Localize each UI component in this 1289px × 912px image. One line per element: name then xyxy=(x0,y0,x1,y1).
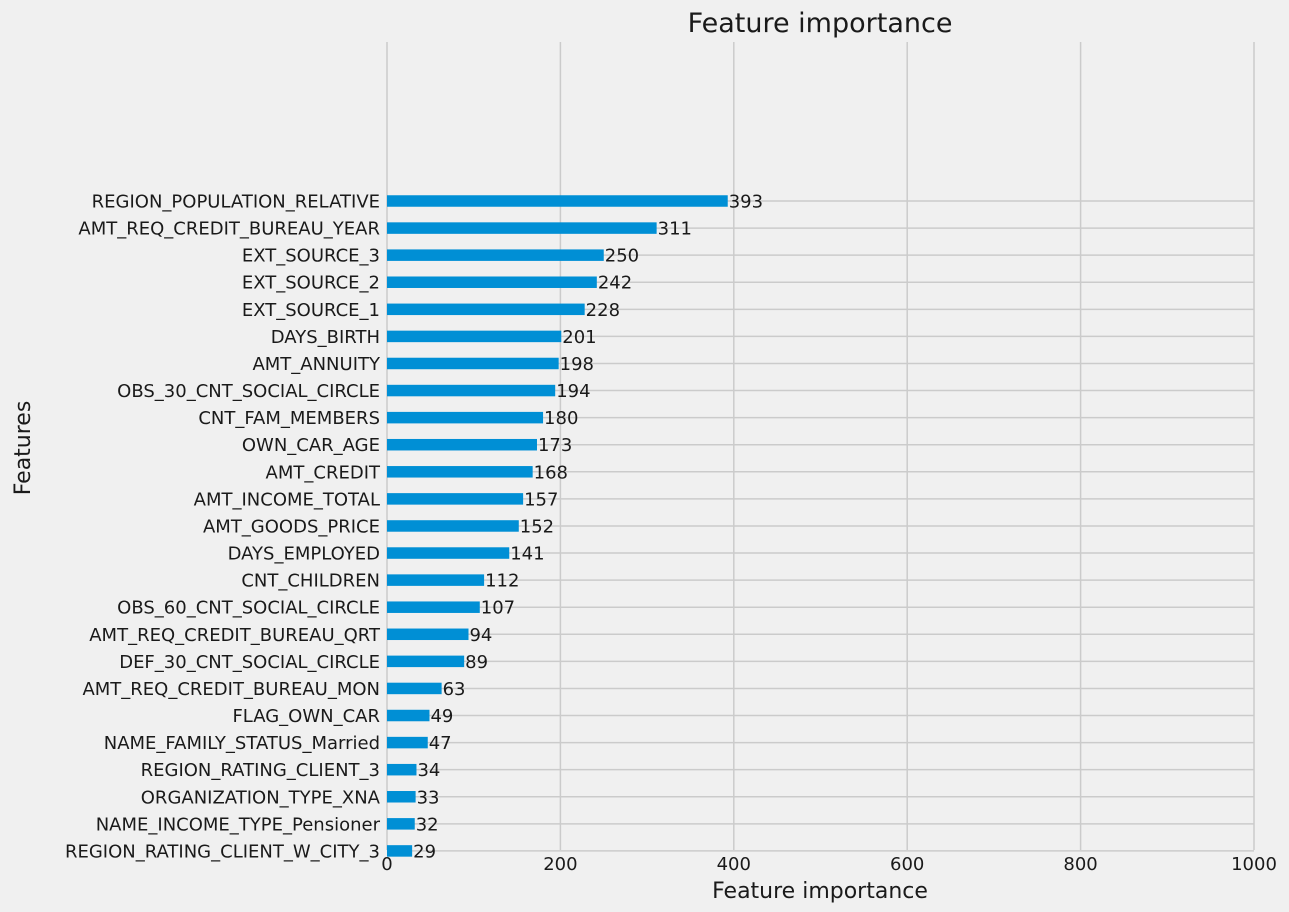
x-tick-label: 600 xyxy=(890,854,924,875)
data-label: 198 xyxy=(560,354,594,375)
data-label: 311 xyxy=(658,219,692,240)
y-tick-label: EXT_SOURCE_2 xyxy=(242,273,380,294)
y-tick-label: DAYS_BIRTH xyxy=(271,327,380,348)
y-tick-label: DEF_30_CNT_SOCIAL_CIRCLE xyxy=(119,652,380,673)
y-tick-label: REGION_POPULATION_RELATIVE xyxy=(92,192,380,213)
bar xyxy=(387,736,428,749)
y-tick-label: NAME_FAMILY_STATUS_Married xyxy=(104,733,380,754)
chart-title: Feature importance xyxy=(688,8,953,39)
bar xyxy=(387,655,465,668)
bar xyxy=(387,303,585,316)
data-label: 47 xyxy=(429,733,452,754)
data-label: 112 xyxy=(485,571,519,592)
data-label: 228 xyxy=(586,300,620,321)
y-tick-label: OBS_60_CNT_SOCIAL_CIRCLE xyxy=(117,598,380,619)
y-tick-label: OBS_30_CNT_SOCIAL_CIRCLE xyxy=(117,381,380,402)
bar xyxy=(387,791,416,803)
x-tick-label: 400 xyxy=(717,854,751,875)
data-label: 141 xyxy=(510,544,544,565)
y-tick-label: AMT_REQ_CREDIT_BUREAU_YEAR xyxy=(78,219,380,240)
bar xyxy=(387,601,480,613)
data-label: 173 xyxy=(538,435,572,456)
bar xyxy=(387,845,413,857)
bars xyxy=(387,195,728,857)
y-tick-label: AMT_REQ_CREDIT_BUREAU_MON xyxy=(82,679,380,700)
y-tick-label: ORGANIZATION_TYPE_XNA xyxy=(141,787,381,808)
bar xyxy=(387,249,604,261)
bar xyxy=(387,357,559,370)
data-label: 32 xyxy=(416,814,439,835)
x-tick-label: 1000 xyxy=(1231,854,1277,875)
data-label: 168 xyxy=(534,462,568,483)
data-label: 89 xyxy=(465,652,488,673)
labels: 0 200 400 600 800 1000 REGION_POPULATION_RELAT… xyxy=(65,192,1277,876)
y-tick-label: EXT_SOURCE_3 xyxy=(242,246,380,267)
y-tick-label: OWN_CAR_AGE xyxy=(242,435,380,456)
y-tick-label: AMT_REQ_CREDIT_BUREAU_QRT xyxy=(89,625,381,646)
bar xyxy=(387,438,537,451)
y-tick-label: REGION_RATING_CLIENT_W_CITY_3 xyxy=(65,841,380,862)
x-tick-label: 0 xyxy=(381,854,392,875)
bar xyxy=(387,384,556,397)
data-label: 34 xyxy=(417,760,440,781)
bar xyxy=(387,330,562,343)
y-tick-label: NAME_INCOME_TYPE_Pensioner xyxy=(96,814,381,835)
y-tick-label: CNT_CHILDREN xyxy=(241,571,380,592)
y-tick-label: EXT_SOURCE_1 xyxy=(242,300,380,321)
data-label: 29 xyxy=(413,841,436,862)
bar xyxy=(387,466,533,478)
bar xyxy=(387,628,469,641)
data-label: 94 xyxy=(469,625,492,646)
data-label: 201 xyxy=(562,327,596,348)
bar xyxy=(387,493,524,505)
y-tick-label: REGION_RATING_CLIENT_3 xyxy=(141,760,380,781)
data-label: 63 xyxy=(443,679,466,700)
y-tick-label: FLAG_OWN_CAR xyxy=(232,706,380,727)
data-label: 33 xyxy=(417,787,440,808)
bar xyxy=(387,818,415,830)
data-label: 242 xyxy=(598,273,632,294)
y-tick-label: AMT_GOODS_PRICE xyxy=(203,516,380,537)
data-label: 107 xyxy=(481,598,515,619)
y-tick-label: AMT_ANNUITY xyxy=(252,354,381,375)
bar xyxy=(387,709,430,722)
bar xyxy=(387,222,657,234)
bar xyxy=(387,547,510,559)
data-label: 250 xyxy=(605,246,639,267)
y-tick-label: AMT_INCOME_TOTAL xyxy=(194,489,380,510)
x-axis-title: Feature importance xyxy=(712,879,928,904)
bar xyxy=(387,276,597,288)
data-label: 157 xyxy=(524,489,558,510)
bar xyxy=(387,682,442,695)
bar xyxy=(387,763,417,776)
y-tick-label: CNT_FAM_MEMBERS xyxy=(198,408,380,429)
bar xyxy=(387,574,485,586)
y-axis-title: Features xyxy=(11,401,36,496)
data-label: 49 xyxy=(430,706,453,727)
data-label: 393 xyxy=(729,192,763,213)
data-label: 180 xyxy=(544,408,578,429)
data-label: 152 xyxy=(520,516,554,537)
x-tick-label: 800 xyxy=(1063,854,1097,875)
data-label: 194 xyxy=(556,381,590,402)
y-tick-label: DAYS_EMPLOYED xyxy=(228,544,380,565)
bar xyxy=(387,520,519,532)
bar xyxy=(387,411,544,424)
bar xyxy=(387,195,728,207)
y-tick-label: AMT_CREDIT xyxy=(266,462,381,483)
x-tick-label: 200 xyxy=(543,854,577,875)
